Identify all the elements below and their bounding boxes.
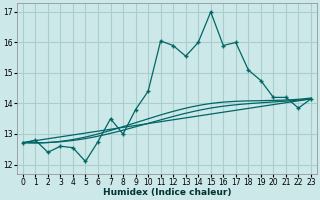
X-axis label: Humidex (Indice chaleur): Humidex (Indice chaleur) xyxy=(103,188,231,197)
